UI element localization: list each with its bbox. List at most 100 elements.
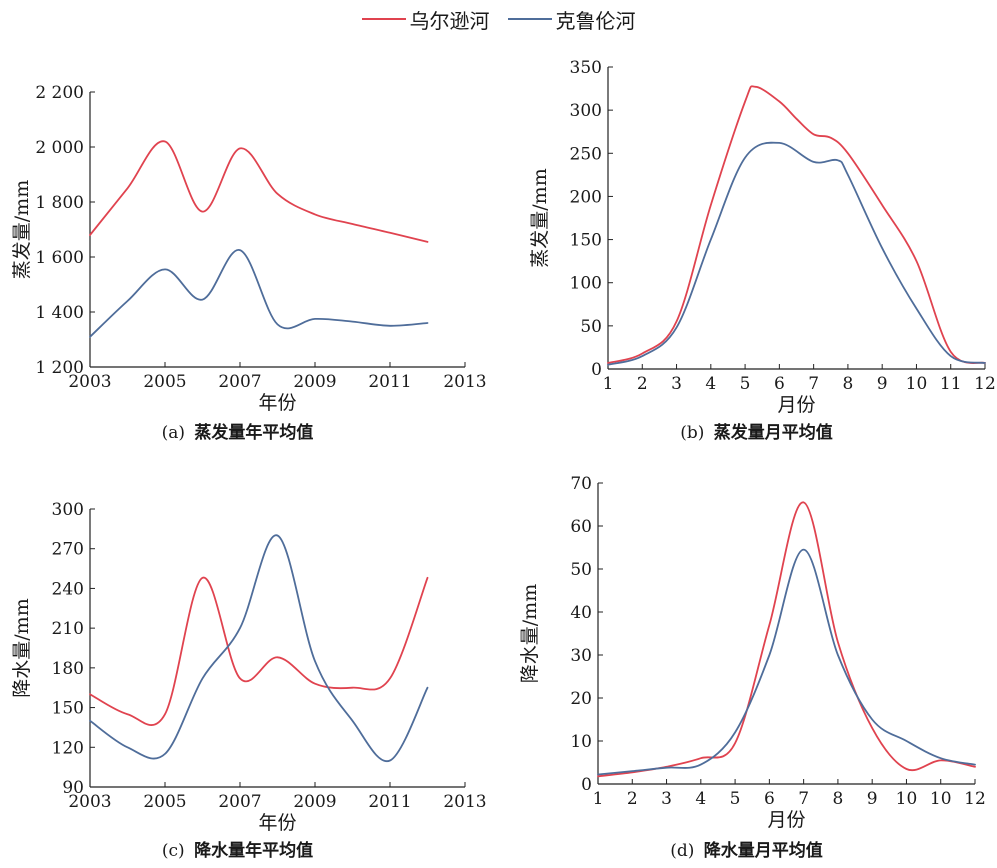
caption-text: 降水量月平均值 bbox=[704, 840, 823, 861]
caption-text: 蒸发量年平均值 bbox=[194, 422, 313, 443]
x-tick-label: 7 bbox=[798, 789, 809, 809]
y-tick-label: 350 bbox=[570, 58, 602, 78]
y-tick-label: 10 bbox=[570, 732, 592, 752]
x-tick-label: 9 bbox=[867, 789, 878, 809]
x-tick-label: 1 bbox=[603, 374, 614, 394]
y-tick-label: 0 bbox=[581, 775, 592, 795]
chart-panel-c: 90 120 150 180 210 240 270 300 2003 2005 2007 2009 2… bbox=[11, 500, 487, 861]
legend-item-wuerxun: 乌尔逊河 bbox=[361, 5, 490, 34]
y-tick-label: 300 bbox=[52, 500, 84, 520]
caption-prefix: (b) bbox=[680, 423, 710, 443]
y-tick-label: 2 000 bbox=[35, 138, 84, 158]
x-tick-label: 12 bbox=[974, 374, 996, 394]
y-tick-label: 1 400 bbox=[35, 303, 84, 323]
chart-panel-a: 1 200 1 400 1 600 1 800 2 000 2 200 2003 2005 20… bbox=[11, 83, 487, 443]
y-axis-title: 降水量/mm bbox=[519, 584, 541, 683]
y-tick-label: 50 bbox=[580, 317, 602, 337]
y-axis-title: 蒸发量/mm bbox=[529, 168, 551, 267]
y-tick-label: 100 bbox=[570, 274, 602, 294]
x-tick-label: 10 bbox=[930, 789, 952, 809]
y-tick-label: 180 bbox=[52, 659, 84, 679]
y-tick-label: 250 bbox=[570, 144, 602, 164]
x-tick-label: 2003 bbox=[68, 792, 111, 812]
y-axis-title: 降水量/mm bbox=[11, 598, 33, 697]
x-tick-label: 8 bbox=[842, 374, 853, 394]
y-tick-label: 300 bbox=[570, 101, 602, 121]
x-tick-label: 2009 bbox=[293, 372, 336, 392]
y-tick-label: 50 bbox=[570, 560, 592, 580]
y-tick-label: 30 bbox=[570, 646, 592, 666]
x-axis-title: 年份 bbox=[258, 812, 296, 834]
x-tick-label: 10 bbox=[896, 789, 918, 809]
legend-label-kelulun: 克鲁伦河 bbox=[555, 8, 636, 33]
y-tick-label: 40 bbox=[570, 603, 592, 623]
x-tick-label: 1 bbox=[593, 789, 604, 809]
series-line-kelulun bbox=[607, 141, 986, 366]
y-tick-label: 1 200 bbox=[35, 358, 84, 378]
x-axis-title: 月份 bbox=[767, 809, 805, 831]
x-tick-label: 2007 bbox=[218, 372, 261, 392]
x-tick-label: 2007 bbox=[218, 792, 261, 812]
x-tick-label: 2 bbox=[637, 374, 648, 394]
legend-swatch-wuerxun bbox=[361, 18, 406, 20]
x-tick-label: 10 bbox=[906, 374, 928, 394]
chart-caption: (a) 蒸发量年平均值 bbox=[162, 422, 314, 443]
legend-label-wuerxun: 乌尔逊河 bbox=[409, 8, 490, 33]
x-tick-label: 6 bbox=[774, 374, 785, 394]
y-tick-label: 200 bbox=[570, 187, 602, 207]
series-line-wuerxun bbox=[89, 576, 429, 726]
y-tick-label: 1 600 bbox=[35, 248, 84, 268]
x-tick-label: 3 bbox=[671, 374, 682, 394]
caption-prefix: (d) bbox=[670, 841, 700, 861]
x-tick-label: 12 bbox=[964, 789, 986, 809]
series-line-kelulun bbox=[89, 534, 429, 763]
caption-text: 蒸发量月平均值 bbox=[714, 422, 833, 443]
y-axis-title: 蒸发量/mm bbox=[11, 180, 33, 279]
series-line-kelulun bbox=[597, 548, 976, 776]
legend-item-kelulun: 克鲁伦河 bbox=[507, 5, 636, 34]
y-tick-label: 70 bbox=[570, 474, 592, 494]
x-tick-label: 2011 bbox=[368, 372, 411, 392]
x-tick-label: 4 bbox=[695, 789, 706, 809]
series-line-kelulun bbox=[89, 249, 429, 338]
y-tick-label: 150 bbox=[52, 699, 84, 719]
chart-caption: (c) 降水量年平均值 bbox=[162, 840, 313, 861]
x-tick-label: 11 bbox=[940, 374, 962, 394]
y-tick-label: 240 bbox=[52, 579, 84, 599]
x-tick-label: 2005 bbox=[143, 792, 186, 812]
x-tick-label: 2 bbox=[627, 789, 638, 809]
x-axis-title: 年份 bbox=[258, 392, 296, 414]
chart-caption: (d) 降水量月平均值 bbox=[670, 840, 823, 861]
x-tick-label: 8 bbox=[832, 789, 843, 809]
x-tick-label: 2013 bbox=[443, 372, 486, 392]
x-tick-label: 7 bbox=[808, 374, 819, 394]
y-tick-label: 1 800 bbox=[35, 193, 84, 213]
x-tick-label: 2013 bbox=[443, 792, 486, 812]
x-tick-label: 6 bbox=[764, 789, 775, 809]
chart-legend: 乌尔逊河 克鲁伦河 bbox=[0, 4, 997, 34]
y-tick-label: 150 bbox=[570, 231, 602, 251]
chart-caption: (b) 蒸发量月平均值 bbox=[680, 422, 833, 443]
y-tick-label: 2 200 bbox=[35, 83, 84, 103]
x-tick-label: 5 bbox=[740, 374, 751, 394]
caption-prefix: (a) bbox=[162, 423, 191, 443]
x-tick-label: 9 bbox=[877, 374, 888, 394]
x-tick-label: 2003 bbox=[68, 372, 111, 392]
legend-swatch-kelulun bbox=[507, 18, 552, 20]
caption-text: 降水量年平均值 bbox=[194, 840, 313, 861]
x-axis-title: 月份 bbox=[777, 394, 815, 416]
series-line-wuerxun bbox=[89, 140, 429, 243]
x-tick-label: 3 bbox=[661, 789, 672, 809]
x-tick-label: 2011 bbox=[368, 792, 411, 812]
y-tick-label: 210 bbox=[52, 619, 84, 639]
caption-prefix: (c) bbox=[162, 841, 190, 861]
x-tick-label: 2009 bbox=[293, 792, 336, 812]
series-line-wuerxun bbox=[607, 85, 986, 364]
y-tick-label: 0 bbox=[591, 360, 602, 380]
x-tick-label: 5 bbox=[730, 789, 741, 809]
y-tick-label: 20 bbox=[570, 689, 592, 709]
y-tick-label: 270 bbox=[52, 540, 84, 560]
